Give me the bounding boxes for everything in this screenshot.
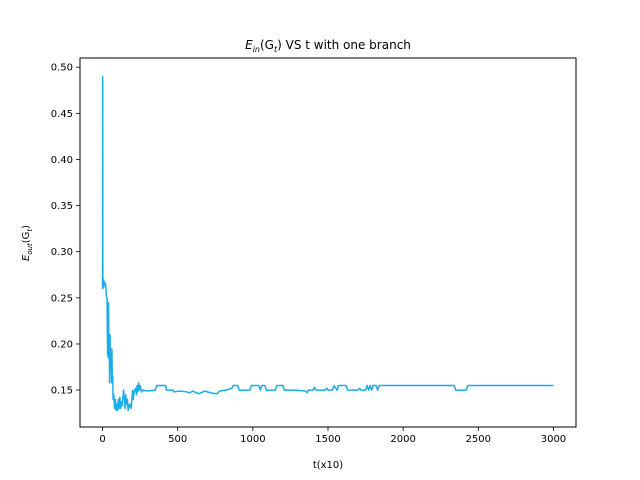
- y-tick-label: 0.50: [51, 63, 73, 74]
- y-tick-label: 0.25: [51, 293, 73, 304]
- x-tick-label: 500: [168, 434, 187, 445]
- ylabel-paren-open: (G: [21, 232, 32, 244]
- ylabel-sub-out: out: [26, 243, 34, 255]
- y-axis-ticks: 0.15 0.20 0.25 0.30 0.35 0.40 0.45 0.50: [51, 63, 80, 397]
- title-e: E: [245, 38, 253, 52]
- y-axis-label: Eout(Gt): [21, 225, 34, 261]
- title-sub-in: in: [253, 45, 260, 54]
- title-paren-open: (G: [260, 38, 274, 52]
- y-tick-label: 0.35: [51, 201, 73, 212]
- title-rest: ) VS t with one branch: [277, 38, 411, 52]
- x-tick-label: 1500: [315, 434, 340, 445]
- y-tick-label: 0.30: [51, 247, 73, 258]
- y-tick-label: 0.40: [51, 155, 73, 166]
- series-layer: [101, 75, 554, 412]
- x-tick-label: 2500: [466, 434, 491, 445]
- x-axis-ticks: 0 500 1000 1500 2000 2500 3000: [99, 427, 566, 445]
- x-tick-label: 3000: [541, 434, 566, 445]
- y-tick-label: 0.20: [51, 339, 73, 350]
- x-tick-label: 1000: [240, 434, 265, 445]
- title-sub-t: t: [274, 45, 278, 54]
- chart-title: Ein(Gt) VS t with one branch: [245, 38, 411, 54]
- x-axis-label: t(x10): [313, 460, 343, 471]
- y-tick-label: 0.15: [51, 386, 73, 397]
- ylabel-paren-close: ): [21, 225, 32, 229]
- ylabel-sub-t: t: [26, 229, 34, 232]
- y-tick-label: 0.45: [51, 109, 73, 120]
- series-line-0: [101, 75, 554, 412]
- ylabel-e: E: [21, 254, 32, 261]
- x-tick-label: 2000: [390, 434, 415, 445]
- x-tick-label: 0: [99, 434, 105, 445]
